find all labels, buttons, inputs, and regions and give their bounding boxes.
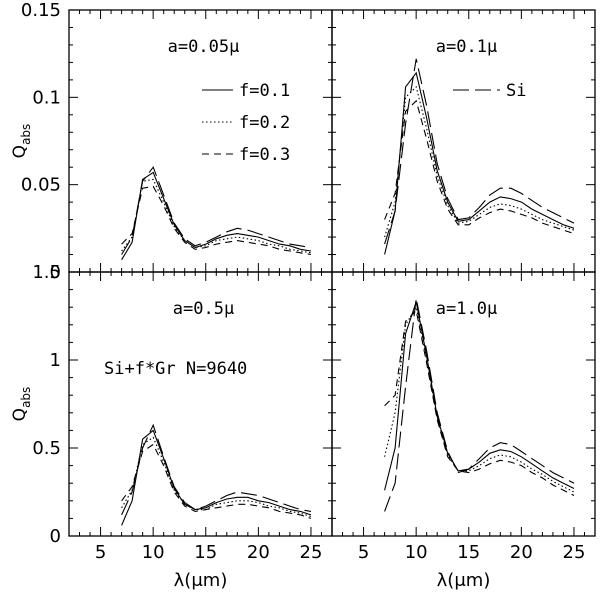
x-tick-label: 10: [405, 542, 428, 563]
panel-top-left: 0 0.05 0.1 0.15 a=0.05μ f=0.1 f=0.2 f=0.3 Qabs: [10, 0, 333, 283]
panel-top-right: a=0.1μ Si: [331, 9, 596, 273]
panel-title: a=1.0μ: [436, 299, 497, 319]
series-line-f-0-3: [121, 443, 312, 519]
chart-panels: 0 0.05 0.1 0.15 a=0.05μ f=0.1 f=0.2 f=0.3 Qabs a=…: [10, 0, 596, 591]
legend-label: f=0.2: [239, 113, 290, 133]
x-tick-label: 15: [457, 542, 480, 563]
y-axis-label-main: Q: [10, 408, 30, 421]
series-line-f-0-2: [384, 305, 575, 493]
x-tick-label: 5: [95, 542, 106, 563]
y-tick-label: 0.1: [32, 87, 61, 108]
y-axis-label-sub: abs: [19, 124, 33, 145]
x-axis-label: λ(μm): [437, 570, 491, 591]
panel-title: a=0.05μ: [168, 37, 240, 57]
panel-frame-bottom-right: [331, 271, 596, 537]
series-line-si: [121, 423, 312, 516]
series-line-f-0-2: [121, 436, 312, 518]
y-tick-label: 0: [50, 526, 61, 547]
x-tick-label: 15: [194, 542, 217, 563]
series-line-f-0-1: [121, 171, 312, 261]
y-axis-label: Qabs: [10, 124, 33, 159]
series-line-f-0-3: [384, 99, 575, 235]
legend-label: Si: [506, 81, 526, 101]
series-line-f-0-2: [384, 85, 575, 238]
panel-bottom-left: 0 0.5 1 1.5 5 10 15 20 25 a=0.5μ Si+f*Gr N=9640 Qab…: [10, 262, 333, 591]
panel-title: a=0.1μ: [436, 37, 497, 57]
legend-label: f=0.3: [239, 145, 290, 165]
x-axis-label: λ(μm): [174, 570, 228, 591]
panel-title: a=0.5μ: [173, 299, 234, 319]
y-axis-label: Qabs: [10, 387, 33, 422]
x-tick-label: 25: [300, 542, 323, 563]
series-line-si: [121, 166, 312, 255]
y-tick-label: 0.05: [21, 175, 61, 196]
series-line-f-0-1: [384, 71, 575, 255]
y-axis-label-sub: abs: [19, 387, 33, 408]
series-line-f-0-3: [384, 309, 575, 496]
y-tick-label: 0: [50, 262, 61, 283]
y-tick-label: 1: [50, 350, 61, 371]
y-tick-label: 1.5: [32, 262, 61, 283]
x-tick-label: 5: [358, 542, 369, 563]
series-line-f-0-1: [121, 429, 312, 526]
series-line-f-0-1: [384, 299, 575, 491]
series-line-f-0-3: [121, 185, 312, 256]
y-axis-label-main: Q: [10, 145, 30, 158]
panel-annotation: Si+f*Gr N=9640: [104, 359, 247, 379]
legend-label: f=0.1: [239, 81, 290, 101]
series-line-si: [384, 58, 575, 245]
y-tick-label: 0.15: [21, 0, 61, 21]
x-tick-label: 25: [563, 542, 586, 563]
y-tick-label: 0.5: [32, 438, 61, 459]
x-tick-label: 10: [142, 542, 165, 563]
panel-bottom-right: 5 10 15 20 25 a=1.0μ λ(μm): [331, 271, 596, 591]
series-line-si: [384, 298, 575, 512]
x-tick-label: 20: [510, 542, 533, 563]
series-line-f-0-2: [121, 178, 312, 254]
x-tick-label: 20: [247, 542, 270, 563]
